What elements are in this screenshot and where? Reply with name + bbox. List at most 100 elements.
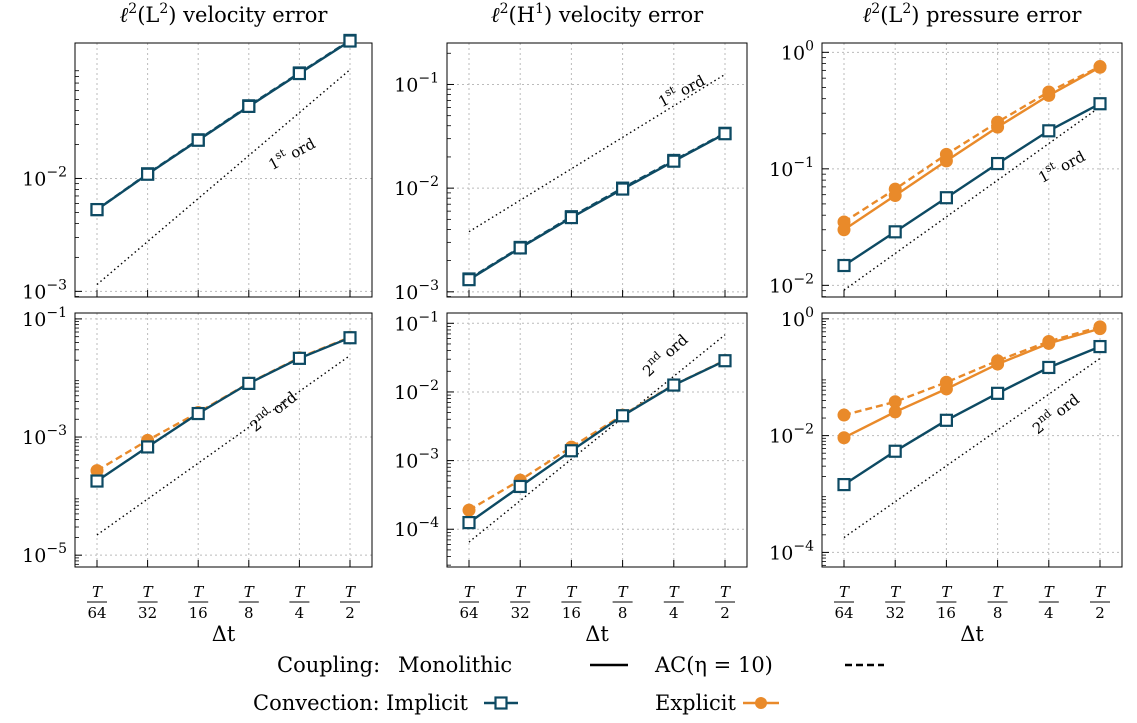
series-implicit-monolithic bbox=[462, 127, 732, 287]
data-point-square bbox=[191, 406, 205, 421]
x-tick-label: T2 bbox=[340, 583, 360, 622]
y-tick-label: 10−3 bbox=[22, 277, 67, 303]
x-tick-numerator: T bbox=[515, 583, 526, 601]
x-tick-numerator: T bbox=[669, 583, 680, 601]
data-point-circle bbox=[888, 405, 902, 419]
data-point-square bbox=[462, 273, 476, 287]
data-point-square bbox=[292, 351, 306, 365]
x-tick-denominator: 16 bbox=[937, 604, 956, 622]
y-tick-label: 10−3 bbox=[394, 278, 439, 304]
data-point-square bbox=[990, 156, 1005, 171]
series-implicit-monolithic bbox=[837, 339, 1107, 492]
x-tick-numerator: T bbox=[345, 583, 356, 601]
panel-3: 100 10−1 10−2 1st ord ℓ2(L2) pressure error bbox=[769, 1, 1123, 298]
data-point-square bbox=[1093, 97, 1107, 111]
data-point-square bbox=[1042, 360, 1056, 375]
x-tick-label: T8 bbox=[612, 583, 633, 622]
x-tick-denominator: 2 bbox=[720, 604, 730, 622]
order-guide-line bbox=[468, 73, 726, 233]
y-tick-label: 100 bbox=[781, 305, 814, 331]
data-point-circle bbox=[462, 503, 476, 517]
y-tick-label: 100 bbox=[781, 38, 814, 64]
x-tick-numerator: T bbox=[839, 583, 850, 601]
x-tick-numerator: T bbox=[566, 583, 577, 601]
y-tick-label: 10−1 bbox=[22, 305, 67, 331]
series-explicit-monolithic bbox=[837, 60, 1107, 237]
data-point-square bbox=[939, 191, 954, 205]
x-tick-numerator: T bbox=[244, 583, 255, 601]
data-point-square bbox=[888, 444, 902, 458]
order-guide-line bbox=[843, 106, 1101, 291]
x-tick-label: T8 bbox=[238, 583, 259, 622]
x-tick-label: T4 bbox=[663, 583, 684, 622]
data-point-square bbox=[667, 378, 681, 392]
x-tick-denominator: 4 bbox=[295, 604, 305, 622]
x-tick-denominator: 64 bbox=[87, 604, 106, 622]
data-point-circle bbox=[837, 431, 851, 445]
x-tick-label: T 64 bbox=[87, 583, 107, 622]
series-line bbox=[468, 359, 726, 524]
x-tick-label: T 64 bbox=[459, 583, 479, 622]
data-point-square bbox=[837, 477, 851, 492]
series-line bbox=[843, 325, 1101, 417]
data-point-square bbox=[837, 258, 851, 273]
panel-1: 10−2 10−3 1st ord ℓ2(L2) velocity error bbox=[22, 1, 373, 303]
series-implicit-monolithic bbox=[90, 34, 357, 217]
axes-frame bbox=[821, 42, 1123, 298]
series-explicit-monolithic bbox=[837, 322, 1107, 445]
data-point-square bbox=[718, 354, 732, 368]
x-tick-denominator: 2 bbox=[345, 604, 355, 622]
x-tick-label: T 32 bbox=[510, 583, 531, 622]
data-point-square bbox=[1093, 339, 1107, 354]
x-tick-label: T 16 bbox=[936, 583, 957, 622]
x-tick-denominator: 8 bbox=[618, 604, 628, 622]
x-tick-numerator: T bbox=[193, 583, 204, 601]
x-tick-numerator: T bbox=[618, 583, 629, 601]
legend-implicit-label: Implicit bbox=[386, 691, 469, 715]
order-guide-line bbox=[96, 354, 351, 536]
data-point-square bbox=[990, 386, 1005, 400]
series-line bbox=[96, 39, 351, 211]
data-point-square bbox=[888, 225, 902, 239]
series-implicit-monolithic bbox=[462, 354, 732, 530]
y-tick-label: 10−4 bbox=[394, 515, 439, 541]
axes-frame bbox=[74, 42, 373, 298]
data-point-square bbox=[292, 66, 306, 81]
x-tick-numerator: T bbox=[143, 583, 154, 601]
data-point-circle bbox=[939, 154, 953, 168]
x-tick-label: T4 bbox=[1038, 583, 1059, 622]
x-tick-numerator: T bbox=[92, 583, 103, 601]
x-tick-denominator: 32 bbox=[886, 604, 905, 622]
x-tick-denominator: 4 bbox=[669, 604, 679, 622]
x-tick-denominator: 8 bbox=[993, 604, 1003, 622]
data-point-square bbox=[242, 99, 256, 113]
legend: Coupling: Monolithic AC(η = 10) Convection:… bbox=[253, 653, 884, 715]
legend-ac-label: AC(η = 10) bbox=[654, 653, 773, 677]
order-annotation: 1st ord bbox=[264, 132, 319, 174]
x-tick-denominator: 64 bbox=[834, 604, 853, 622]
y-tick-label: 10−2 bbox=[22, 164, 67, 190]
data-point-square bbox=[513, 479, 527, 494]
x-tick-numerator: T bbox=[993, 583, 1004, 601]
x-tick-label: T2 bbox=[1090, 583, 1110, 622]
series-line bbox=[96, 336, 351, 472]
legend-implicit-marker bbox=[494, 696, 508, 710]
x-axis-label: Δt bbox=[960, 622, 984, 646]
y-tick-label: 10−4 bbox=[769, 538, 814, 564]
series-line bbox=[468, 359, 726, 512]
legend-convection-label: Convection: bbox=[253, 691, 380, 715]
axes-frame bbox=[446, 312, 748, 568]
y-tick-label: 10−1 bbox=[394, 309, 439, 335]
legend-monolithic-label: Monolithic bbox=[398, 653, 512, 677]
x-tick-numerator: T bbox=[1044, 583, 1055, 601]
data-point-square bbox=[667, 154, 681, 168]
order-annotation: 2nd ord bbox=[637, 328, 692, 380]
axes-frame bbox=[821, 312, 1123, 568]
series-line bbox=[843, 65, 1101, 224]
x-axis-label: Δt bbox=[585, 622, 609, 646]
data-point-square bbox=[90, 202, 104, 217]
